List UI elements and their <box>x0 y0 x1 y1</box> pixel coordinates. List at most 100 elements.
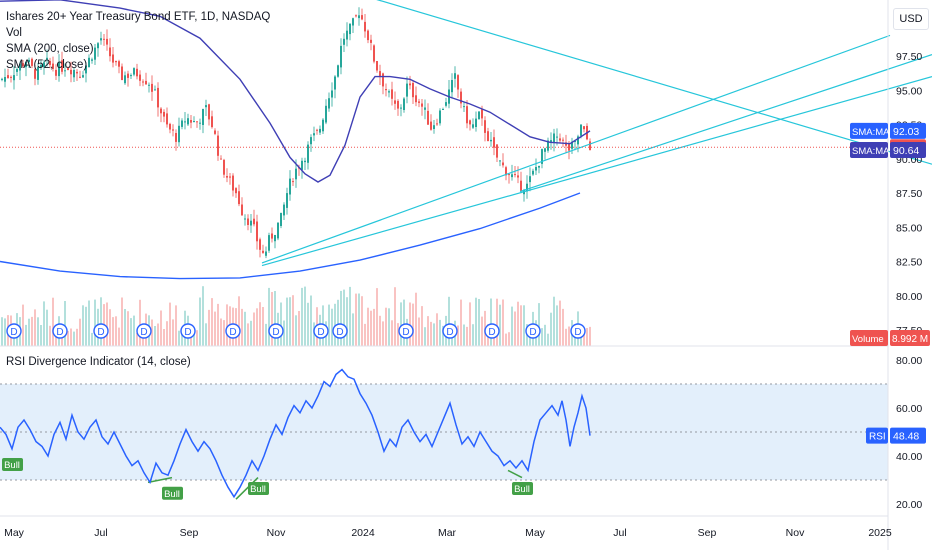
volume-bar <box>217 303 219 346</box>
candle-body <box>571 141 573 149</box>
candle-body <box>430 121 432 130</box>
volume-bar <box>166 321 168 346</box>
volume-bar <box>352 313 354 346</box>
volume-bar <box>244 311 246 346</box>
volume-bar <box>259 302 261 346</box>
candle-body <box>136 68 138 77</box>
candle-body <box>10 76 12 78</box>
volume-bar <box>379 315 381 346</box>
volume-bar <box>496 298 498 346</box>
candle-body <box>508 174 510 176</box>
dividend-marker-label: D <box>184 327 191 338</box>
bull-label: Bull <box>514 484 530 495</box>
volume-bar <box>505 333 507 346</box>
volume-bar <box>253 312 255 346</box>
volume-bar <box>82 305 84 346</box>
candle-body <box>13 75 15 81</box>
sma200-line <box>0 192 581 280</box>
candle-body <box>43 62 45 68</box>
volume-bar <box>88 300 90 346</box>
time-tick-label: May <box>525 527 546 539</box>
candle-body <box>442 109 444 110</box>
volume-bar <box>328 304 330 346</box>
volume-bar <box>268 287 270 346</box>
candle-body <box>148 84 150 86</box>
candle-body <box>271 233 273 239</box>
time-axis[interactable]: May Jul Sep Nov 2024 Mar May Jul Sep Nov 2025 <box>4 527 892 539</box>
candle-body <box>31 58 33 66</box>
volume-bar <box>79 318 81 346</box>
dividend-marker-label: D <box>529 327 536 338</box>
volume-bar <box>343 289 345 346</box>
volume-bar <box>370 310 372 346</box>
candle-body <box>58 62 60 77</box>
candle-body <box>580 124 582 136</box>
candle-body <box>28 59 30 63</box>
currency-button[interactable]: USD <box>893 8 929 30</box>
dividend-marker <box>332 323 348 339</box>
volume-bar <box>274 291 276 346</box>
volume-bar <box>199 297 201 346</box>
volume-bar <box>214 311 216 346</box>
volume-bar <box>418 317 420 346</box>
rsi-axis[interactable]: 80.00 60.00 40.00 20.00 <box>896 355 922 511</box>
sma52-line <box>0 0 591 183</box>
candle-body <box>481 109 483 119</box>
volume-bar <box>364 323 366 346</box>
candle-body <box>433 125 435 129</box>
candle-body <box>79 76 81 78</box>
candle-body <box>478 111 480 119</box>
time-tick-label: Jul <box>613 527 626 539</box>
volume-bar <box>118 327 120 346</box>
symbol-title[interactable]: Ishares 20+ Year Treasury Bond ETF, 1D, … <box>6 11 271 23</box>
price-axis[interactable]: 97.5095.0092.5090.0087.5085.0082.5080.00… <box>896 51 922 337</box>
volume-bar <box>247 323 249 346</box>
volume-bar <box>289 297 291 346</box>
volume-bar <box>271 292 273 346</box>
time-tick-label: Sep <box>180 527 199 539</box>
candle-body <box>394 100 396 104</box>
candle-body <box>502 162 504 166</box>
legend-vol[interactable]: Vol <box>6 27 22 39</box>
volume-bar <box>106 302 108 346</box>
legend-sma200[interactable]: SMA (200, close) <box>6 43 94 55</box>
sma52-tag-label-bg <box>850 142 888 158</box>
volume-bar <box>562 308 564 346</box>
rsi-pane: Bull Bull Bull Bull <box>0 368 888 500</box>
dividend-marker <box>525 323 541 339</box>
volume-bar <box>295 315 297 346</box>
volume-bar <box>121 297 123 346</box>
candle-body <box>247 218 249 225</box>
candle-body <box>568 143 570 151</box>
candle-body <box>538 165 540 168</box>
trendlines[interactable] <box>261 0 932 267</box>
candle-body <box>358 15 360 19</box>
volume-bar <box>202 286 204 346</box>
volume-bar <box>175 305 177 346</box>
rsi-indicator-title[interactable]: RSI Divergence Indicator (14, close) <box>6 356 191 368</box>
candle-body <box>427 110 429 125</box>
candle-body <box>496 144 498 158</box>
time-tick-label: May <box>4 527 25 539</box>
sma52-tag-value-bg <box>890 142 926 158</box>
candle-body <box>223 159 225 175</box>
candle-body <box>226 176 228 178</box>
sma200-tag-value: 92.03 <box>893 126 919 138</box>
volume-bar <box>301 287 303 346</box>
time-tick-label: Jul <box>94 527 107 539</box>
candle-body <box>283 204 285 216</box>
candle-body <box>529 176 531 183</box>
volume-bar <box>34 309 36 346</box>
candle-body <box>562 139 564 141</box>
dividend-marker-label: D <box>56 327 63 338</box>
volume-bar <box>127 311 129 346</box>
dividend-marker-label: D <box>272 327 279 338</box>
volume-bar <box>511 306 513 346</box>
legend-sma52[interactable]: SMA (52, close) <box>6 59 88 71</box>
candle-body <box>40 64 42 68</box>
candle-body <box>139 74 141 81</box>
candle-body <box>229 176 231 178</box>
